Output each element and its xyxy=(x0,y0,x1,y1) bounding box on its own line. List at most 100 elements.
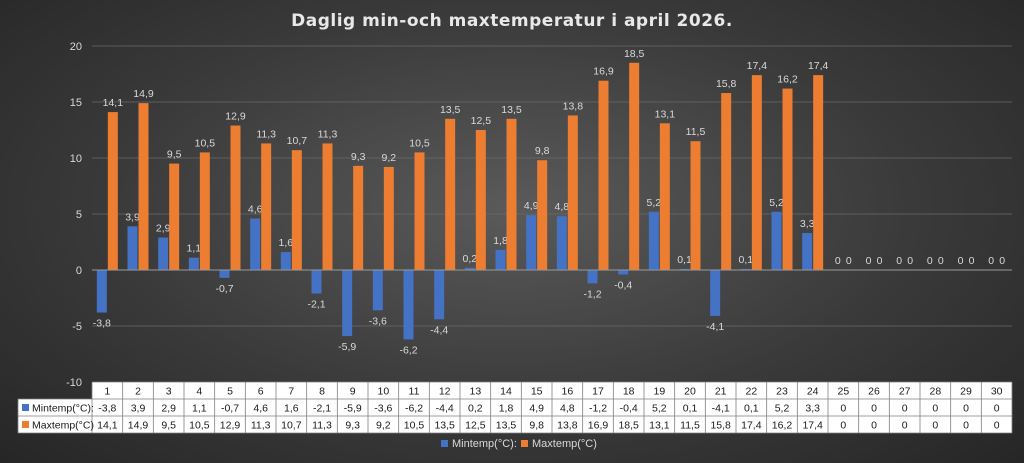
table-cell-max: 13,8 xyxy=(557,420,578,432)
data-label-min: 3,9 xyxy=(125,211,140,223)
table-cell-min: 0,1 xyxy=(744,403,759,415)
bar-min-day-4 xyxy=(188,257,199,270)
bar-max-day-6 xyxy=(261,143,272,270)
data-label-min: -5,9 xyxy=(338,341,356,353)
y-tick-label: -10 xyxy=(66,377,82,389)
bar-max-day-21 xyxy=(721,93,732,270)
y-tick-label: 20 xyxy=(70,41,82,53)
legend-key-min xyxy=(441,440,448,447)
data-label-min: -3,8 xyxy=(93,318,111,330)
data-label-max: 11,5 xyxy=(686,126,706,138)
table-header-day: 19 xyxy=(653,386,665,398)
bar-max-day-18 xyxy=(629,62,640,270)
data-label-min: -0,7 xyxy=(215,283,233,295)
table-cell-max: 9,3 xyxy=(345,420,360,432)
data-label-max: 13,5 xyxy=(440,104,461,116)
data-label-max: 17,4 xyxy=(808,60,829,72)
data-label-max: 17,4 xyxy=(747,60,768,72)
table-header-day: 6 xyxy=(258,386,264,398)
bar-min-day-1 xyxy=(96,270,107,313)
table-header-day: 16 xyxy=(561,386,573,398)
table-header-day: 20 xyxy=(684,386,696,398)
table-cell-min: 0,1 xyxy=(683,403,698,415)
table-cell-max: 0 xyxy=(994,420,1000,432)
table-cell-max: 13,5 xyxy=(496,420,517,432)
table-cell-max: 9,5 xyxy=(161,420,176,432)
table-header-day: 12 xyxy=(439,386,451,398)
legend-key-max xyxy=(521,440,528,447)
data-label-min: 0 xyxy=(958,255,964,267)
bar-max-day-22 xyxy=(751,75,762,271)
table-cell-min: -2,1 xyxy=(313,403,331,415)
data-label-max: 13,8 xyxy=(563,100,584,112)
table-header-day: 26 xyxy=(868,386,880,398)
table-header-day: 3 xyxy=(166,386,172,398)
bar-min-day-10 xyxy=(372,270,383,311)
bar-max-day-2 xyxy=(138,103,149,271)
table-cell-min: 3,9 xyxy=(131,403,146,415)
data-label-max: 10,5 xyxy=(195,137,216,149)
table-cell-min: 0 xyxy=(994,403,1000,415)
data-label-max: 9,5 xyxy=(167,149,182,161)
data-label-min: 4,9 xyxy=(524,200,539,212)
table-cell-min: -0,7 xyxy=(221,403,239,415)
table-cell-min: 5,2 xyxy=(775,403,790,415)
table-cell-max: 12,9 xyxy=(220,420,241,432)
table-cell-min: 2,9 xyxy=(161,403,176,415)
bar-max-day-24 xyxy=(813,75,824,271)
data-label-max: 16,9 xyxy=(593,66,614,78)
table-header-day: 30 xyxy=(991,386,1003,398)
data-label-max: 12,9 xyxy=(225,111,246,123)
bar-min-day-23 xyxy=(771,211,782,270)
table-cell-min: 5,2 xyxy=(652,403,667,415)
bar-max-day-13 xyxy=(475,130,486,270)
bar-min-day-15 xyxy=(526,215,537,270)
table-cell-max: 16,9 xyxy=(588,420,609,432)
data-label-min: 0 xyxy=(896,255,902,267)
table-header-day: 28 xyxy=(929,386,941,398)
data-label-min: 5,2 xyxy=(769,197,784,209)
bar-max-day-12 xyxy=(445,118,456,270)
table-header-day: 5 xyxy=(227,386,233,398)
table-header-day: 14 xyxy=(500,386,512,398)
chart-title: Daglig min-och maxtemperatur i april 202… xyxy=(291,11,733,31)
bar-max-day-5 xyxy=(230,125,241,271)
legend-label-max: Maxtemp(°C) xyxy=(532,438,597,450)
table-header-day: 11 xyxy=(409,386,420,398)
table-cell-min: 1,6 xyxy=(284,403,299,415)
table-cell-max: 10,5 xyxy=(404,420,425,432)
table-cell-min: 4,8 xyxy=(560,403,575,415)
table-header-day: 27 xyxy=(899,386,911,398)
data-label-max: 0 xyxy=(938,255,944,267)
table-header-day: 1 xyxy=(104,386,110,398)
table-cell-min: 4,9 xyxy=(529,403,544,415)
legend-label-min: Mintemp(°C): xyxy=(452,438,517,450)
data-label-min: -4,1 xyxy=(706,321,724,333)
bar-max-day-15 xyxy=(537,160,548,270)
data-label-min: 1,8 xyxy=(493,235,508,247)
bar-min-day-11 xyxy=(403,270,414,340)
bar-min-day-6 xyxy=(250,218,261,270)
table-cell-min: -1,2 xyxy=(589,403,607,415)
data-label-max: 9,2 xyxy=(382,152,397,164)
table-cell-max: 17,4 xyxy=(802,420,823,432)
table-cell-min: 0 xyxy=(840,403,846,415)
data-label-max: 0 xyxy=(907,255,913,267)
data-label-max: 0 xyxy=(969,255,975,267)
bar-max-day-7 xyxy=(291,150,302,270)
data-label-max: 14,1 xyxy=(103,97,124,109)
table-cell-min: -0,4 xyxy=(620,403,638,415)
table-key-min xyxy=(22,404,29,411)
table-cell-min: -3,6 xyxy=(374,403,392,415)
bar-max-day-4 xyxy=(199,152,210,270)
data-label-min: 1,1 xyxy=(187,243,202,255)
data-label-min: -0,4 xyxy=(614,279,632,291)
table-cell-min: 4,6 xyxy=(253,403,268,415)
data-label-min: 0,2 xyxy=(463,253,478,265)
data-label-max: 10,5 xyxy=(409,137,430,149)
y-tick-label: 5 xyxy=(76,209,82,221)
table-cell-min: 0,2 xyxy=(468,403,483,415)
table-cell-max: 15,8 xyxy=(710,420,731,432)
bar-max-day-23 xyxy=(782,88,793,270)
